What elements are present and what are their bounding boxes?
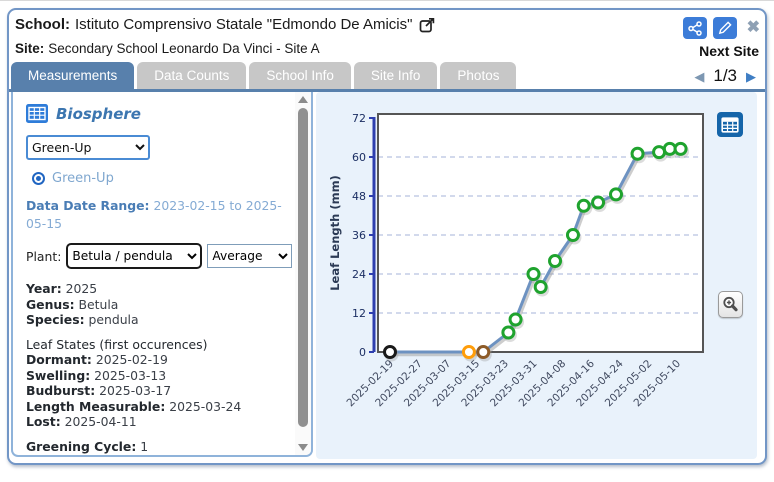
share-icon [687,20,702,36]
page-indicator: 1/3 [713,66,737,85]
share-button[interactable] [682,17,707,39]
leaf-state-row: Lost: 2025-04-11 [26,414,137,429]
leaf-length-chart: 01224364860722025-02-192025-02-272025-03… [328,112,704,409]
site-detail-popup: School: Istituto Comprensivo Statale "Ed… [7,8,767,465]
svg-text:0: 0 [359,346,366,359]
site-name: Secondary School Leonardo Da Vinci - Sit… [48,41,320,56]
measurements-panel-content: Biosphere Green-Up Green-Up Data Date Ra… [13,92,295,455]
plant-select[interactable]: Betula / pendula [66,243,203,269]
section-title: Biosphere [56,104,141,123]
svg-text:36: 36 [352,229,366,242]
tab-measurements[interactable]: Measurements [11,62,135,89]
data-date-range: Data Date Range: 2023-02-15 to 2025-05-1… [26,197,295,233]
svg-text:60: 60 [352,151,366,164]
site-title-row: Site: Secondary School Leonardo Da Vinci … [15,41,320,56]
greenup-radio-row[interactable]: Green-Up [32,171,293,186]
chart-panel: 0 12 24 36 48 60 72 2025-02-19 2025-02-27 2025-03… [316,92,757,459]
plant-row: Plant: Betula / pendula Average [26,243,293,269]
svg-text:Leaf Length (mm): Leaf Length (mm) [328,175,342,291]
aggregation-select[interactable]: Average [207,244,293,268]
site-label: Site: [15,41,45,56]
school-title-row: School: Istituto Comprensivo Statale "Ed… [15,16,436,33]
leaf-state-row: Swelling: 2025-03-13 [26,367,167,383]
date-range-value: 2023-02-15 to 2025-05-15 [26,198,282,231]
zoom-icon [723,296,738,311]
greenup-radio[interactable] [32,172,45,185]
close-icon[interactable]: ✖ [746,19,760,36]
date-range-label: Data Date Range: [26,198,150,213]
detail-row: Genus: Betula [26,296,119,312]
tab-data-counts[interactable]: Data Counts [137,62,247,89]
measurements-panel: Biosphere Green-Up Green-Up Data Date Ra… [11,92,313,457]
svg-text:72: 72 [352,112,366,125]
tab-bar: Measurements Data Counts School Info Sit… [11,62,517,89]
greening-cycle-row: Greening Cycle: 1 [26,438,149,454]
tab-site-info[interactable]: Site Info [353,62,438,89]
open-in-new-icon [420,17,435,32]
leaf-state-row: Budburst: 2025-03-17 [26,383,172,398]
protocol-select[interactable]: Green-Up [26,135,150,160]
scrollbar-track[interactable] [298,106,308,441]
tab-photos[interactable]: Photos [440,62,517,89]
zoom-chart-button[interactable] [718,291,743,318]
leaf-states: Leaf States (first occurences) Dormant: … [26,337,293,430]
data-table-button[interactable] [717,112,743,137]
leaf-state-row: Dormant: 2025-02-19 [26,352,168,367]
prev-site-arrow[interactable]: ◀ [694,68,705,84]
scroll-down-arrow-icon[interactable] [298,444,308,451]
leaf-states-heading: Leaf States (first occurences) [26,336,208,352]
svg-text:12: 12 [352,307,366,320]
leaf-state-row: Length Measurable: 2025-03-24 [26,398,242,414]
plant-label: Plant: [26,248,62,264]
tab-school-info[interactable]: School Info [249,62,351,89]
data-table-icon [721,116,739,133]
scroll-up-arrow-icon[interactable] [298,96,308,103]
next-site-arrow[interactable]: ▶ [746,68,756,84]
scrollbar-thumb[interactable] [298,108,308,427]
next-site-label: Next Site [699,43,759,59]
tab-content-divider [9,89,765,92]
svg-text:48: 48 [352,190,366,203]
detail-row: Species: pendula [26,312,139,327]
pencil-icon [718,21,732,35]
school-label: School: [15,16,70,33]
plant-details: Year: 2025 Genus: Betula Species: pendul… [26,281,293,328]
edit-button[interactable] [712,17,737,39]
svg-text:24: 24 [352,268,366,281]
biosphere-table-icon [26,104,48,123]
greenup-radio-label: Green-Up [52,171,114,186]
open-school-icon[interactable] [419,17,436,33]
detail-row: Year: 2025 [26,281,98,296]
school-name: Istituto Comprensivo Statale "Edmondo De… [75,16,413,33]
biosphere-header: Biosphere [26,104,293,123]
sidebar-scrollbar[interactable] [295,92,311,455]
site-pager: ◀ 1/3 ▶ [694,66,756,86]
header-actions: ✖ [682,17,760,39]
